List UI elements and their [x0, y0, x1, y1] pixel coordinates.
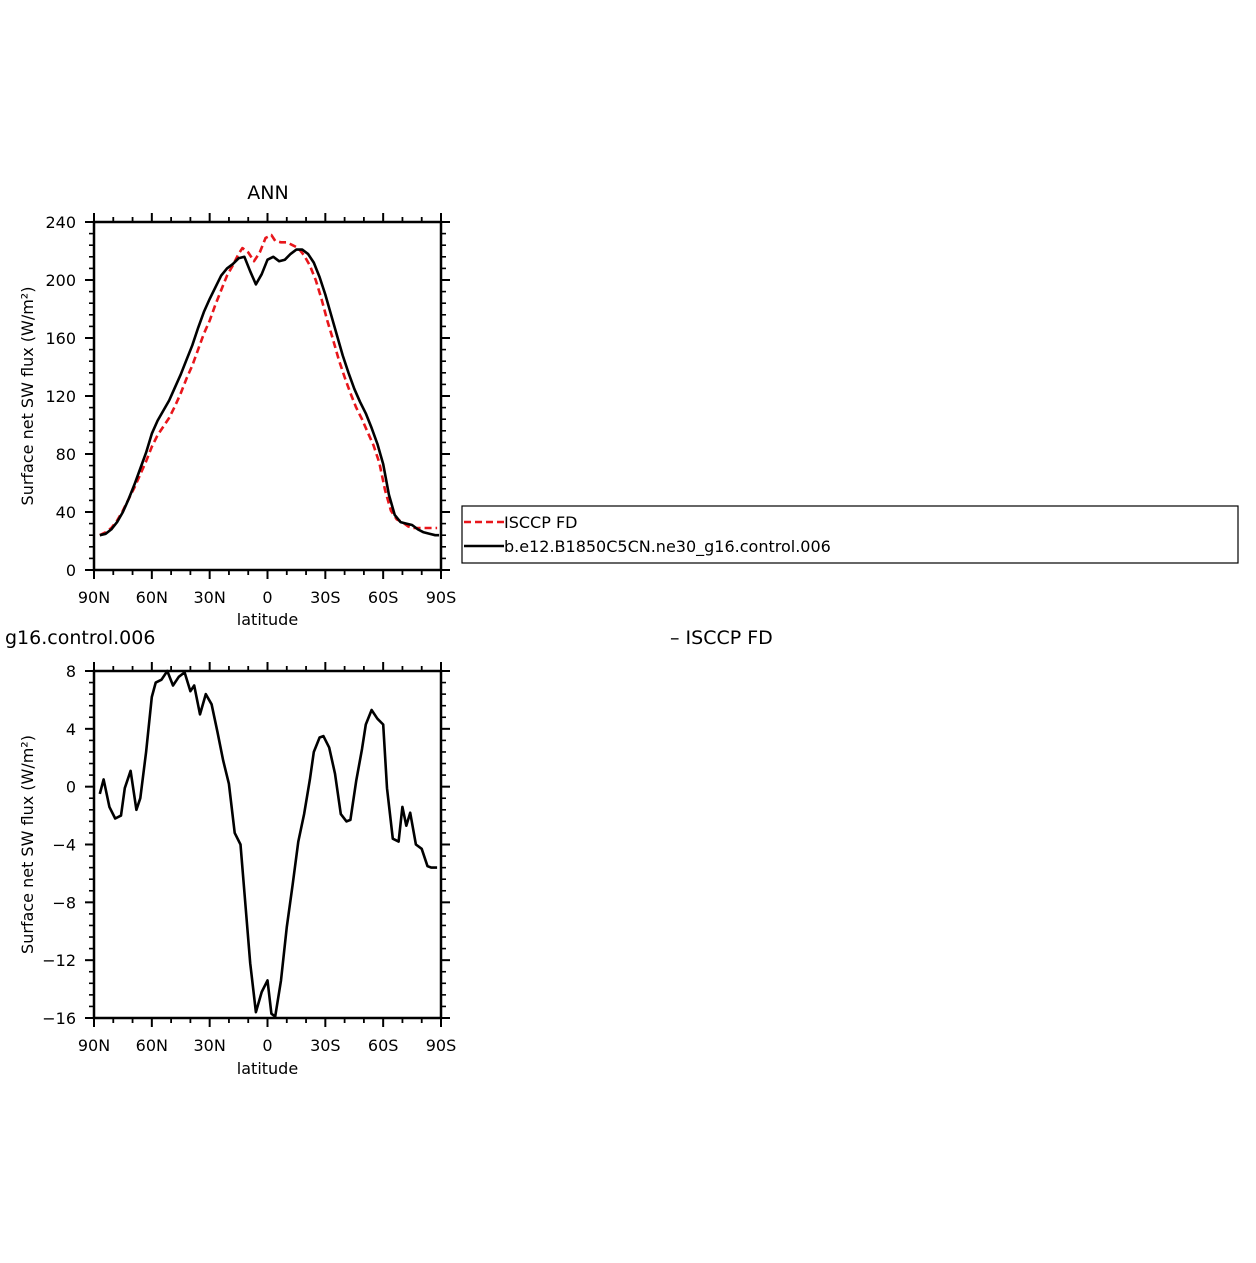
x-tick-label: 0	[262, 1036, 272, 1055]
bottom-plot-y-axis-label: Surface net SW flux (W/m²)	[18, 735, 37, 954]
x-tick-label: 30N	[194, 1036, 226, 1055]
y-tick-label: 40	[56, 503, 76, 522]
x-tick-label: 60N	[136, 588, 168, 607]
top-plot-title: ANN	[247, 182, 288, 204]
x-tick-label: 60N	[136, 1036, 168, 1055]
y-tick-label: 240	[45, 213, 76, 232]
legend-label-1: b.e12.B1850C5CN.ne30_g16.control.006	[504, 537, 831, 557]
y-tick-label: 80	[56, 445, 76, 464]
x-tick-label: 30S	[310, 1036, 341, 1055]
x-tick-label: 60S	[368, 1036, 399, 1055]
x-tick-label: 0	[262, 588, 272, 607]
bottom-plot-lines	[98, 669, 438, 1018]
x-tick-label: 90N	[78, 588, 110, 607]
bottom-plot-title-right: – ISCCP FD	[670, 627, 773, 649]
x-tick-label: 30N	[194, 588, 226, 607]
bottom-plot-title: g16.control.006	[5, 627, 155, 649]
legend-box	[461, 505, 1239, 564]
bottom-plot-x-axis-label: latitude	[237, 1059, 298, 1078]
legend: ISCCP FD b.e12.B1850C5CN.ne30_g16.control…	[461, 505, 1239, 564]
bottom-plot: g16.control.006 – ISCCP FD 90N 60N 30N 0 30S…	[5, 627, 773, 1078]
x-tick-label: 90S	[426, 588, 457, 607]
y-tick-label: 160	[45, 329, 76, 348]
top-plot-lines	[99, 233, 440, 537]
x-tick-label: 60S	[368, 588, 399, 607]
legend-label-0: ISCCP FD	[504, 513, 577, 532]
y-tick-label: −16	[42, 1009, 76, 1028]
bottom-plot-frame	[92, 669, 443, 1020]
y-tick-label: 0	[66, 561, 76, 580]
x-tick-label: 90S	[426, 1036, 457, 1055]
series-line-1	[99, 248, 440, 537]
y-tick-label: −8	[52, 893, 76, 912]
y-tick-label: 4	[66, 720, 76, 739]
y-tick-label: 0	[66, 778, 76, 797]
x-tick-label: 90N	[78, 1036, 110, 1055]
y-tick-label: 200	[45, 271, 76, 290]
top-plot-frame	[92, 220, 443, 572]
top-plot-x-axis-label: latitude	[237, 610, 298, 629]
y-tick-label: −12	[42, 951, 76, 970]
x-tick-label: 30S	[310, 588, 341, 607]
y-tick-label: −4	[52, 836, 76, 855]
bottom-plot-ticks: 90N 60N 30N 0 30S 60S 90S −16 −12 −8 −4 0 4 8	[42, 662, 456, 1055]
y-tick-label: 120	[45, 387, 76, 406]
y-tick-label: 8	[66, 662, 76, 681]
top-plot-y-axis-label: Surface net SW flux (W/m²)	[18, 287, 37, 506]
series-line-0	[98, 669, 438, 1018]
top-plot: ANN 90N 60N 30N 0 30S 60S 90S 0 40 80 120 160 200 240…	[18, 182, 456, 629]
series-line-0	[99, 233, 438, 537]
top-plot-ticks: 90N 60N 30N 0 30S 60S 90S 0 40 80 120 160 200 240	[45, 213, 456, 607]
